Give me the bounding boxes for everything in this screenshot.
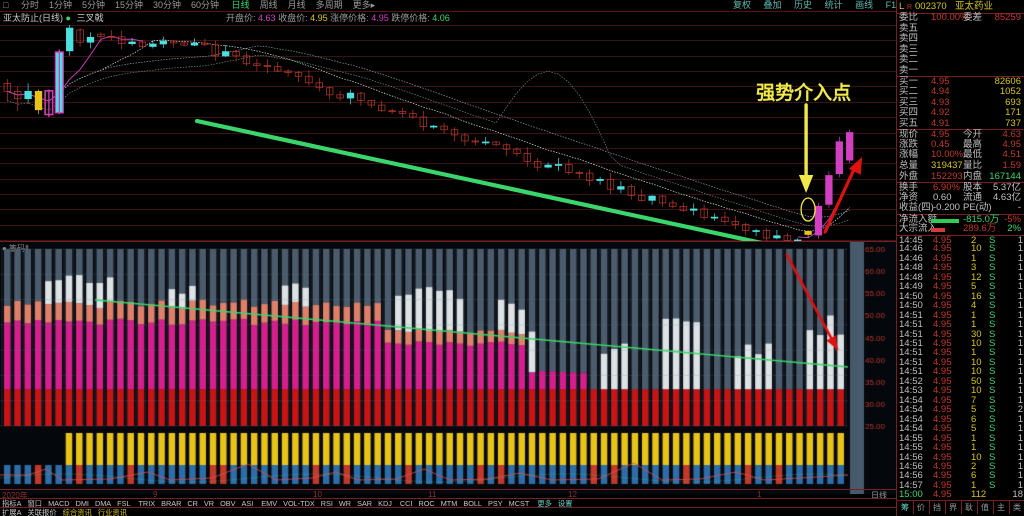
svg-text:强势介入点: 强势介入点	[756, 81, 851, 104]
